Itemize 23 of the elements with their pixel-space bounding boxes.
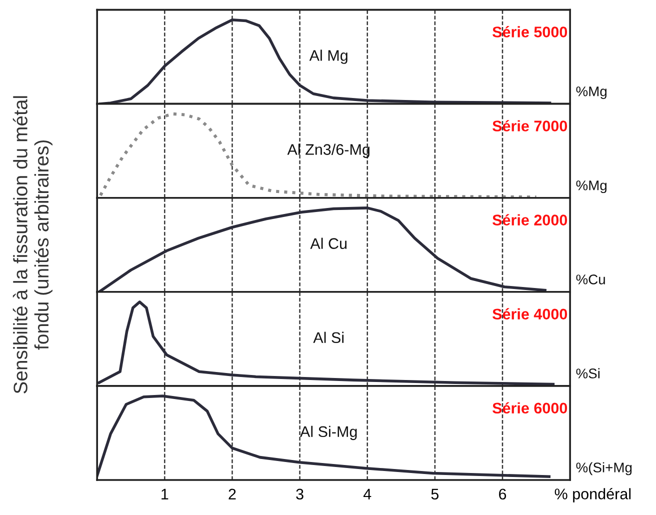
annotation: Série 5000 <box>492 26 568 38</box>
x-axis-title: % pondéral <box>554 488 631 502</box>
annotation: Al Cu <box>310 238 347 249</box>
x-tick-label: 5 <box>431 488 439 500</box>
x-tick-label: 6 <box>499 488 506 500</box>
x-tick-label: 2 <box>228 488 236 500</box>
text: %Si <box>576 368 600 378</box>
annotation: Al Si-Mg <box>300 426 357 440</box>
annotation: Série 2000 <box>492 214 568 226</box>
x-tick-label: 4 <box>363 488 372 500</box>
annotation: Al Si <box>313 332 344 344</box>
text: %Mg <box>576 180 606 194</box>
annotation: Série 7000 <box>492 120 568 132</box>
x-tick-label: 1 <box>162 488 168 500</box>
annotation: Al Zn3/6-Mg <box>287 144 370 158</box>
x-tick-label: 3 <box>296 488 304 500</box>
annotation: Série 4000 <box>492 308 568 320</box>
text: %(Si+Mg <box>576 462 632 476</box>
text: %Cu <box>576 274 605 284</box>
annotation: Al Mg <box>309 50 348 64</box>
annotation: Série 6000 <box>492 402 568 414</box>
y-axis-title: Sensibilité à la fissuration du métal fondu (unités arbitraires) <box>12 96 52 394</box>
text: %Mg <box>576 86 606 100</box>
